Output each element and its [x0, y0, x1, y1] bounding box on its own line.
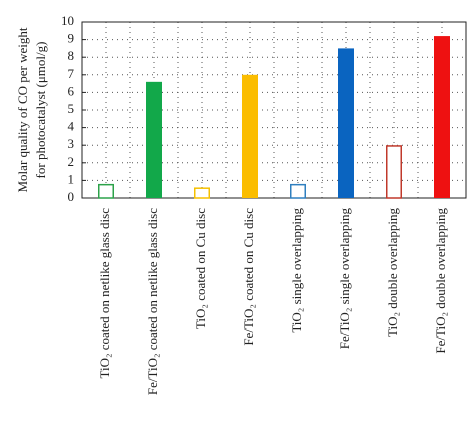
plot-frame [81, 21, 467, 199]
y-tick-label: 1 [68, 171, 75, 186]
bar [98, 183, 114, 199]
x-tick-label: Fe/TiO₂ coated on netlike glass disc [145, 208, 160, 395]
bar [242, 74, 258, 198]
y-tick-label: 9 [68, 31, 75, 46]
y-tick-label: 5 [68, 101, 75, 116]
bar [194, 187, 210, 199]
x-tick-label: TiO₂ single overlapping [289, 208, 304, 333]
y-tick-label: 3 [68, 136, 75, 151]
y-axis-label: for photocatalyst (μmol/g) [33, 42, 48, 179]
x-tick-label: TiO₂ double overlapping [385, 208, 400, 337]
bar [434, 36, 450, 198]
bar [386, 145, 402, 199]
y-tick-label: 8 [68, 48, 75, 63]
bar [146, 81, 162, 198]
x-tick-label: TiO₂ coated on netlike glass disc [97, 208, 112, 379]
bar [338, 48, 354, 199]
y-tick-label: 2 [68, 154, 75, 169]
y-tick-label: 7 [68, 66, 75, 81]
x-tick-label: TiO₂ coated on Cu disc [193, 208, 208, 329]
y-tick-label: 4 [68, 119, 75, 134]
x-tick-label: Fe/TiO₂ coated on Cu disc [241, 208, 256, 346]
y-tick-label: 10 [61, 13, 74, 28]
y-tick-label: 0 [68, 189, 75, 204]
y-tick-label: 6 [68, 83, 75, 98]
x-tick-label: Fe/TiO₂ single overlapping [337, 208, 352, 350]
y-axis-label: Molar quality of CO per weight [15, 27, 30, 192]
bar [290, 183, 306, 199]
x-tick-label: Fe/TiO₂ double overlapping [433, 208, 448, 354]
